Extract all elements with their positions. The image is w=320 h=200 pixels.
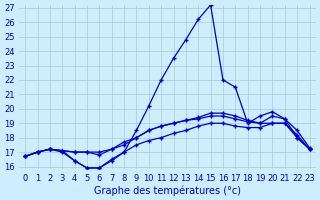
X-axis label: Graphe des températures (°c): Graphe des températures (°c) <box>94 185 241 196</box>
